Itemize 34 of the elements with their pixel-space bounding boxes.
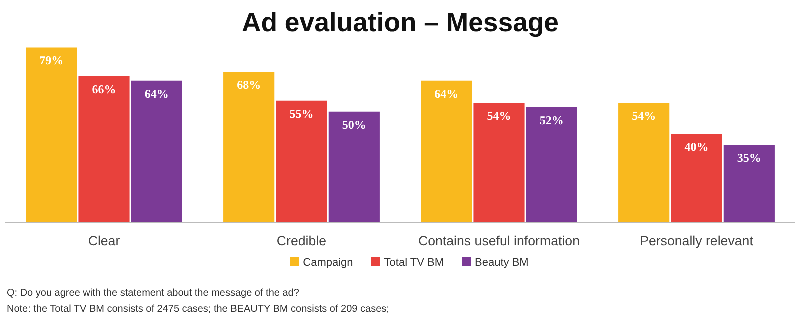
- data-label: 35%: [737, 151, 762, 166]
- bar: [26, 48, 78, 222]
- bar: [78, 76, 130, 222]
- bar: [671, 134, 722, 222]
- bar: [526, 107, 578, 222]
- text: Note: the Total TV BM consists of 2475 cases; the BEAUTY BM consists of 209 cases;: [7, 304, 390, 315]
- data-label: 54%: [487, 109, 512, 124]
- data-label: 64%: [434, 86, 459, 101]
- x-tick-label: Clear: [88, 234, 121, 248]
- x-tick-label: Personally relevant: [640, 234, 754, 248]
- text: Q: Do you agree with the statement about the message of the ad?: [7, 288, 300, 299]
- bar: [131, 80, 182, 222]
- bar: [618, 103, 670, 222]
- data-label: 66%: [92, 82, 116, 96]
- chart-title: Ad evaluation – Message: [242, 8, 560, 38]
- data-label: 54%: [632, 109, 656, 124]
- data-label: 50%: [342, 118, 366, 132]
- x-tick-label: Credible: [276, 234, 327, 248]
- data-label: 68%: [237, 78, 262, 92]
- data-label: 55%: [290, 106, 314, 121]
- data-label: 40%: [684, 140, 709, 154]
- data-label: 64%: [144, 86, 169, 101]
- legend-label: Campaign: [302, 257, 354, 269]
- bar: [421, 80, 472, 222]
- legend-label: Beauty BM: [474, 257, 529, 269]
- bar: [724, 145, 775, 222]
- data-label: 52%: [540, 113, 564, 128]
- bar: [276, 100, 328, 222]
- bar: [328, 112, 380, 222]
- x-tick-label: Contains useful information: [418, 234, 580, 248]
- data-label: 79%: [40, 54, 64, 68]
- bar: [224, 72, 275, 222]
- bar: [474, 103, 525, 222]
- legend-label: Total TV BM: [383, 257, 444, 269]
